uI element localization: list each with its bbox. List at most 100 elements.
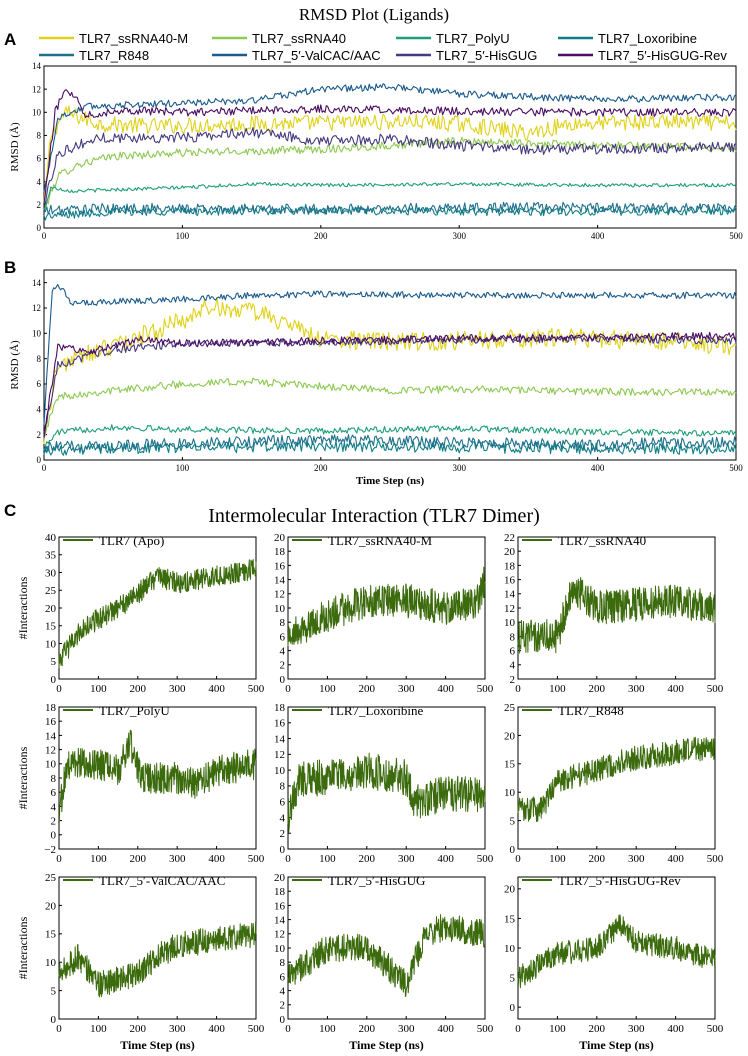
x-tick-label: 400 <box>591 231 605 241</box>
series-line-tlr7-5-hisgug-rev <box>43 89 737 204</box>
interaction-chart-tlr7-r848: 0 100 200 300 400 500 0 5 10 15 20 25 TLR7_R848 <box>504 702 724 865</box>
y-tick-label: 25 <box>45 585 57 597</box>
interaction-line <box>58 559 257 669</box>
y-tick-label: 10 <box>504 787 516 799</box>
legend-label: TLR7_ssRNA40-M <box>79 31 188 46</box>
y-tick-label: 10 <box>504 617 516 629</box>
series-line-tlr7-polyu <box>43 424 737 451</box>
x-axis-label: Time Step (ns) <box>349 1038 423 1052</box>
y-tick-label: 16 <box>274 900 286 912</box>
y-tick-label: 2 <box>280 660 286 672</box>
series-line-tlr7-5-hisgug <box>43 126 737 205</box>
y-tick-label: 5 <box>51 656 57 668</box>
legend-label: TLR7_5′-HisGUG <box>436 48 537 63</box>
y-tick-label: 4 <box>37 404 42 414</box>
y-tick-label: 25 <box>504 702 516 714</box>
y-axis-label: #Interactions <box>16 916 30 979</box>
y-tick-label: 2 <box>51 815 57 827</box>
legend-item-tlr7-5-valcac-aac: TLR7_5′-ValCAC/AAC <box>212 48 381 63</box>
y-tick-label: 16 <box>504 574 516 586</box>
x-tick-label: 500 <box>477 853 494 865</box>
legend-label: TLR7_Loxoribine <box>598 31 697 46</box>
legend-item-tlr7-5-hisgug-rev: TLR7_5′-HisGUG-Rev <box>558 48 727 63</box>
rmsd-chart-b: 0 100 200 300 400 500 0 2 4 6 8 10 12 14 RMSD (Å) Time … <box>9 269 743 487</box>
y-tick-label: 14 <box>45 730 57 742</box>
x-tick-label: 300 <box>628 853 645 865</box>
x-tick-label: 200 <box>589 1023 606 1035</box>
y-tick-label: 4 <box>280 645 286 657</box>
y-tick-label: 8 <box>280 957 286 969</box>
y-tick-label: 16 <box>45 716 57 728</box>
series-line-tlr7-5-hisgug-rev <box>43 331 737 438</box>
y-tick-label: 0 <box>280 844 286 856</box>
x-tick-label: 400 <box>208 1023 225 1035</box>
legend-item-tlr7-ssrna40-m: TLR7_ssRNA40-M <box>39 31 188 46</box>
interaction-chart-tlr7-apo: 0 100 200 300 400 500 0 5 10 15 20 25 30 35 40 #Interac… <box>16 532 265 695</box>
x-tick-label: 500 <box>248 853 265 865</box>
y-tick-label: 15 <box>45 929 57 941</box>
y-tick-label: 10 <box>32 107 42 117</box>
x-tick-label: 200 <box>359 683 376 695</box>
x-tick-label: 500 <box>248 683 265 695</box>
y-tick-label: 0 <box>51 1014 57 1026</box>
y-tick-label: 6 <box>510 645 516 657</box>
y-tick-label: 0 <box>280 1014 286 1026</box>
plot-frame <box>43 65 737 229</box>
interaction-grid: 0 100 200 300 400 5000510152025303540#Interac… <box>16 532 724 1052</box>
x-tick-label: 500 <box>707 853 724 865</box>
y-tick-label: 14 <box>274 733 286 745</box>
y-axis-label: RMSD (Å) <box>9 340 21 390</box>
x-tick-label: 300 <box>628 1023 645 1035</box>
y-tick-label: 0 <box>51 830 57 842</box>
x-tick-label: 0 <box>56 1023 62 1035</box>
y-tick-label: 10 <box>32 328 42 338</box>
x-tick-label: 200 <box>130 1023 147 1035</box>
x-tick-label: 400 <box>437 1023 454 1035</box>
x-tick-label: 0 <box>42 463 47 473</box>
x-axis-label: Time Step (ns) <box>356 475 425 487</box>
y-tick-label: 10 <box>45 638 57 650</box>
y-tick-label: 12 <box>32 84 41 94</box>
y-tick-label: 8 <box>51 773 57 785</box>
legend-label: TLR7_R848 <box>79 48 149 63</box>
y-tick-label: 35 <box>45 550 57 562</box>
y-tick-label: 18 <box>504 560 516 572</box>
legend-label: TLR7_5′-HisGUG-Rev <box>598 48 727 63</box>
x-tick-label: 200 <box>589 853 606 865</box>
y-tick-label: 6 <box>280 631 286 643</box>
chart-title: TLR7 (Apo) <box>99 533 164 548</box>
y-tick-label: 5 <box>510 815 516 827</box>
y-tick-label: 10 <box>274 765 286 777</box>
y-tick-label: 2 <box>510 674 516 686</box>
x-tick-label: 100 <box>176 231 190 241</box>
y-tick-label: 0 <box>37 223 42 233</box>
y-tick-label: 4 <box>510 660 516 672</box>
y-tick-label: 18 <box>274 702 286 714</box>
interaction-line <box>287 566 486 647</box>
y-tick-label: 20 <box>504 730 516 742</box>
x-tick-label: 100 <box>90 1023 107 1035</box>
y-tick-label: 10 <box>45 759 57 771</box>
x-tick-label: 200 <box>130 853 147 865</box>
y-tick-label: 6 <box>37 379 42 389</box>
y-tick-label: 0 <box>510 1002 516 1014</box>
x-tick-label: 400 <box>667 1023 684 1035</box>
y-tick-label: 12 <box>32 303 41 313</box>
y-tick-label: 10 <box>504 943 516 955</box>
interaction-line <box>58 729 257 822</box>
x-tick-label: 0 <box>515 853 521 865</box>
plot-frame <box>58 536 257 680</box>
legend-label: TLR7_PolyU <box>436 31 510 46</box>
x-tick-label: 300 <box>398 1023 415 1035</box>
y-tick-label: 20 <box>274 872 286 884</box>
series-line-tlr7-5-hisgug <box>43 334 737 438</box>
y-tick-label: 16 <box>274 560 286 572</box>
x-tick-label: 100 <box>549 853 566 865</box>
x-tick-label: 300 <box>398 683 415 695</box>
y-tick-label: 22 <box>504 532 515 544</box>
interaction-chart-tlr7-ssrna40-m: 0 100 200 300 400 500 0 2 4 6 8 10 12 14 16 18 20 TLR7_ss… <box>274 532 494 695</box>
y-tick-label: 18 <box>45 702 57 714</box>
series-line-tlr7-ssrna40-m <box>43 296 737 445</box>
y-tick-label: 10 <box>274 943 286 955</box>
